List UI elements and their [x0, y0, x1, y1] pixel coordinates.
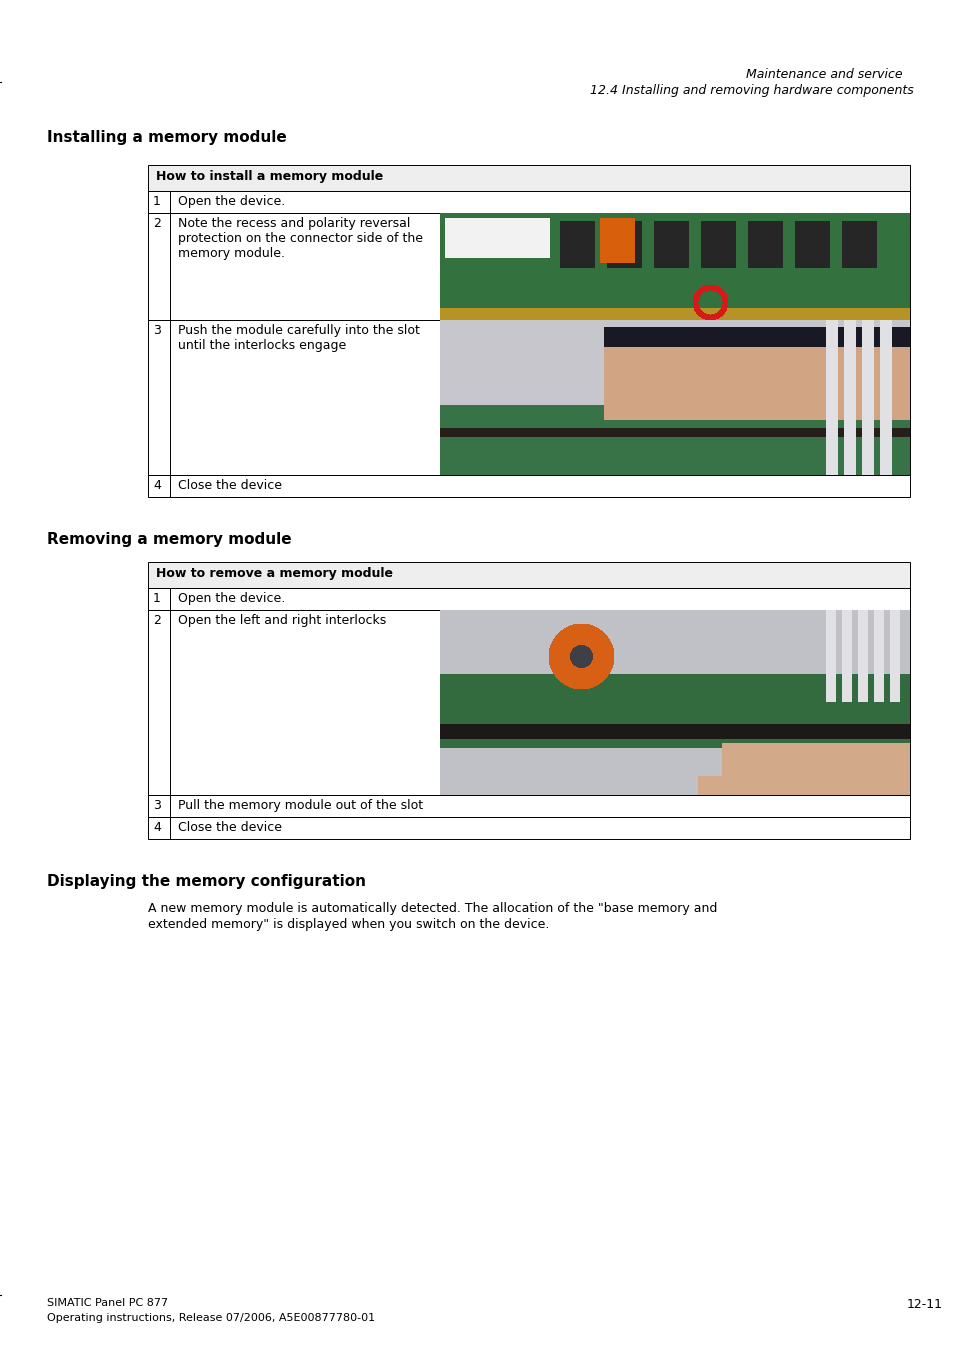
Bar: [148, 611, 909, 794]
Text: Installing a memory module: Installing a memory module: [47, 130, 287, 145]
Text: 2: 2: [152, 218, 161, 230]
Text: Open the device.: Open the device.: [178, 592, 285, 605]
Text: Maintenance and service: Maintenance and service: [745, 68, 902, 81]
Text: 12-11: 12-11: [906, 1298, 942, 1310]
Text: Open the device.: Open the device.: [178, 195, 285, 208]
Text: Close the device: Close the device: [178, 821, 282, 834]
Bar: [148, 476, 909, 497]
Text: SIMATIC Panel PC 877: SIMATIC Panel PC 877: [47, 1298, 168, 1308]
Text: 12.4 Installing and removing hardware components: 12.4 Installing and removing hardware co…: [589, 84, 913, 97]
Text: 3: 3: [152, 324, 161, 336]
Text: 4: 4: [152, 821, 161, 834]
Bar: [148, 165, 909, 190]
Bar: [148, 817, 909, 839]
Text: Pull the memory module out of the slot: Pull the memory module out of the slot: [178, 798, 423, 812]
Text: Close the device: Close the device: [178, 480, 282, 492]
Text: 1: 1: [152, 195, 161, 208]
Bar: [148, 588, 909, 611]
Bar: [148, 213, 909, 320]
Bar: [148, 794, 909, 817]
Bar: [148, 320, 909, 476]
Text: How to remove a memory module: How to remove a memory module: [156, 567, 393, 580]
Bar: [148, 562, 909, 588]
Text: Operating instructions, Release 07/2006, A5E00877780-01: Operating instructions, Release 07/2006,…: [47, 1313, 375, 1323]
Text: Push the module carefully into the slot
until the interlocks engage: Push the module carefully into the slot …: [178, 324, 419, 353]
Text: How to install a memory module: How to install a memory module: [156, 170, 383, 182]
Text: 2: 2: [152, 613, 161, 627]
Text: 4: 4: [152, 480, 161, 492]
Text: Note the recess and polarity reversal
protection on the connector side of the
me: Note the recess and polarity reversal pr…: [178, 218, 422, 259]
Text: 3: 3: [152, 798, 161, 812]
Text: extended memory" is displayed when you switch on the device.: extended memory" is displayed when you s…: [148, 917, 549, 931]
Text: Removing a memory module: Removing a memory module: [47, 532, 292, 547]
Text: Displaying the memory configuration: Displaying the memory configuration: [47, 874, 366, 889]
Text: A new memory module is automatically detected. The allocation of the "base memor: A new memory module is automatically det…: [148, 902, 717, 915]
Text: Open the left and right interlocks: Open the left and right interlocks: [178, 613, 386, 627]
Bar: [148, 190, 909, 213]
Text: 1: 1: [152, 592, 161, 605]
